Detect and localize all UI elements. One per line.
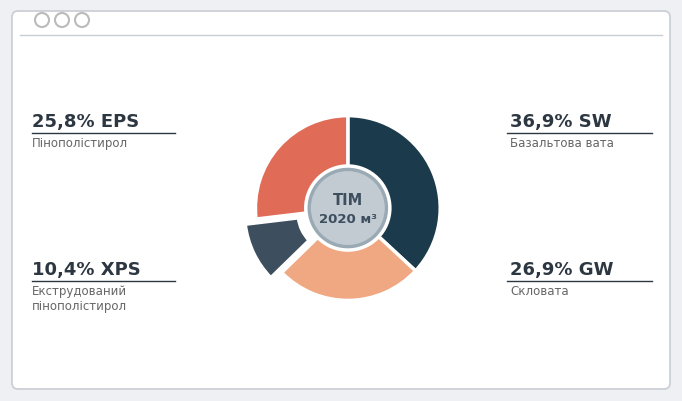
Wedge shape <box>256 116 348 219</box>
Circle shape <box>306 166 390 251</box>
Circle shape <box>305 166 391 251</box>
Text: Пінополістирол: Пінополістирол <box>32 136 128 149</box>
Circle shape <box>311 172 385 245</box>
Text: ТІМ: ТІМ <box>333 193 363 208</box>
Text: 26,9% GW: 26,9% GW <box>510 260 614 278</box>
Text: 36,9% SW: 36,9% SW <box>510 112 612 130</box>
Text: Екструдований
пінополістирол: Екструдований пінополістирол <box>32 284 127 312</box>
Wedge shape <box>282 235 415 301</box>
Wedge shape <box>246 218 309 278</box>
Text: 25,8% EPS: 25,8% EPS <box>32 112 139 130</box>
Text: 2020 м³: 2020 м³ <box>318 212 377 225</box>
FancyBboxPatch shape <box>12 12 670 389</box>
Text: Скловата: Скловата <box>510 284 569 297</box>
Wedge shape <box>348 116 440 271</box>
Text: Базальтова вата: Базальтова вата <box>510 136 614 149</box>
Text: 10,4% XPS: 10,4% XPS <box>32 260 140 278</box>
